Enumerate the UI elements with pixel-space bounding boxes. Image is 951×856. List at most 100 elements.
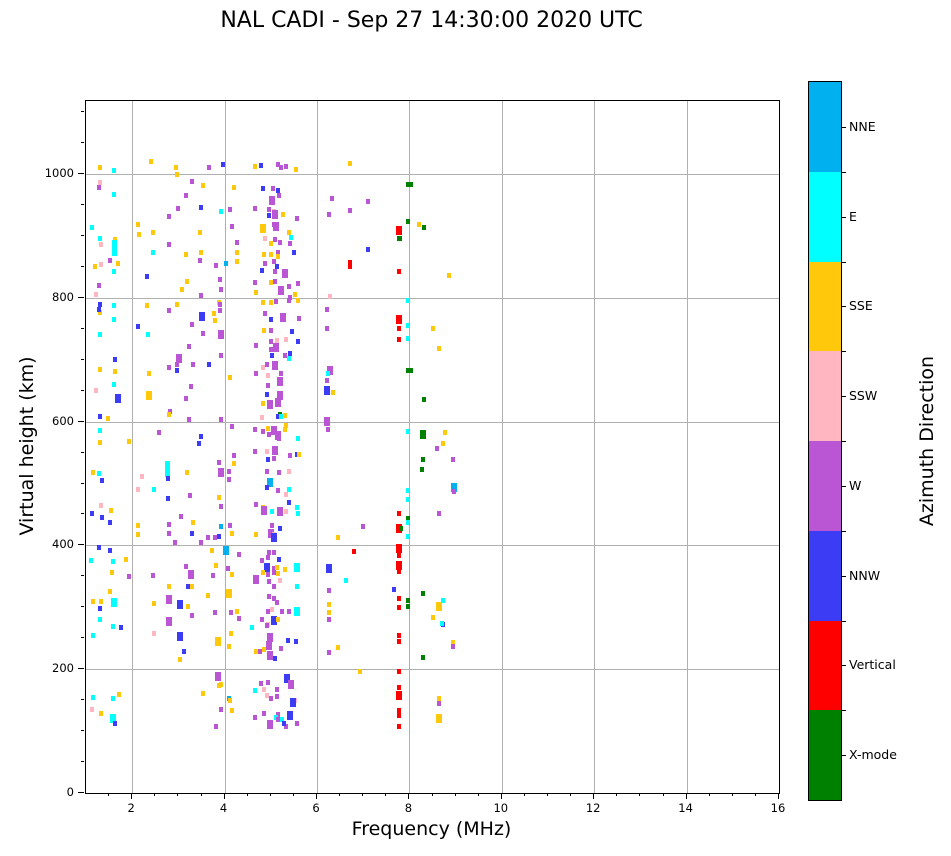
scatter-point [452,489,457,495]
scatter-point [265,456,270,462]
scatter-point [275,162,280,168]
scatter-point [295,297,300,303]
scatter-point [283,723,288,729]
scatter-point [399,526,404,532]
scatter-point [266,608,271,614]
scatter-point [190,520,195,525]
scatter-point [252,448,257,454]
scatter-point [276,435,281,441]
scatter-point [261,364,266,370]
scatter-point [283,673,290,683]
scatter-point [234,240,239,246]
scatter-point [287,608,292,614]
scatter-point [406,598,411,603]
y-gridline [86,545,779,547]
scatter-point [98,503,103,509]
scatter-point [261,401,266,407]
scatter-point [218,287,223,293]
scatter-point [271,595,276,601]
scatter-point [97,606,102,612]
scatter-point [436,700,441,706]
scatter-point [290,329,295,335]
scatter-point [216,533,221,539]
x-minor-tick [177,793,179,796]
scatter-point [176,353,183,363]
scatter-point [127,438,132,444]
scatter-point [451,643,456,649]
colorbar-segment-nnw [809,530,841,621]
scatter-point [267,720,274,730]
scatter-point [165,476,170,482]
x-axis-label: Frequency (MHz) [351,818,512,840]
scatter-point [97,427,102,433]
scatter-point [168,408,173,414]
scatter-point [213,563,218,569]
scatter-point [262,328,267,334]
scatter-point [174,165,179,171]
scatter-point [282,427,287,433]
colorbar-tick [842,396,846,398]
colorbar-tick-label: E [849,208,857,224]
scatter-point [441,598,446,603]
scatter-point [293,606,300,616]
colorbar-tick [842,216,846,218]
x-minor-tick [292,793,294,796]
scatter-point [157,429,162,435]
scatter-point [226,644,231,650]
scatter-point [421,654,426,660]
scatter-point [261,300,266,306]
scatter-point [100,477,105,483]
scatter-point [283,491,288,497]
scatter-point [112,381,117,387]
scatter-point [175,367,180,373]
scatter-point [218,308,223,314]
y-major-tick [78,173,84,175]
scatter-point [167,522,172,528]
scatter-point [419,466,424,472]
scatter-point [97,235,102,241]
y-minor-tick [81,358,84,360]
scatter-point [286,284,291,290]
scatter-point [365,247,370,253]
scatter-point [276,556,281,562]
scatter-point [236,615,241,621]
scatter-point [97,617,102,623]
x-minor-tick [431,793,433,796]
scatter-point [186,416,191,422]
scatter-point [347,260,352,266]
x-gridline [409,101,411,793]
x-gridline [686,101,688,793]
scatter-point [184,469,189,475]
colorbar-tick-label: SSW [849,388,878,404]
x-minor-tick [754,793,756,796]
x-minor-tick [108,793,110,796]
scatter-point [145,391,152,401]
scatter-point [365,198,370,204]
scatter-point [293,291,298,297]
scatter-point [396,336,401,342]
scatter-point [199,204,204,210]
scatter-point [272,361,279,371]
scatter-point [277,240,282,246]
scatter-point [396,669,401,675]
scatter-point [269,316,274,322]
scatter-point [216,459,221,465]
scatter-point [436,511,441,517]
scatter-point [294,721,299,727]
scatter-point [185,604,190,610]
scatter-point [89,557,94,563]
scatter-point [212,310,217,316]
scatter-point [276,469,281,475]
scatter-point [282,567,287,573]
scatter-point [213,262,218,268]
scatter-point [189,321,194,327]
scatter-point [144,273,149,279]
scatter-point [152,487,157,493]
scatter-point [275,487,280,493]
scatter-point [183,395,188,401]
scatter-point [253,532,258,538]
x-minor-tick [362,793,364,796]
scatter-point [250,625,255,631]
scatter-point [252,164,257,170]
scatter-point [277,376,284,386]
